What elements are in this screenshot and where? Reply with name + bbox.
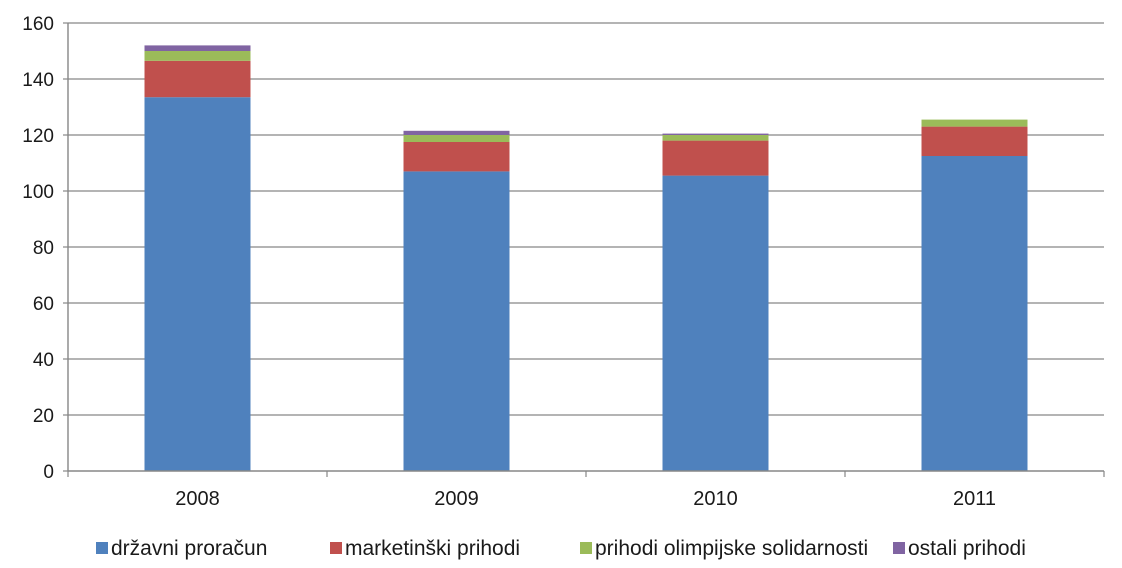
y-tick-label: 160: [22, 14, 54, 35]
bar-segment-2009-series-0: [403, 171, 510, 471]
legend-label-3: ostali prihodi: [908, 537, 1026, 560]
x-category-label: 2010: [693, 488, 738, 510]
x-category-label: 2011: [953, 488, 996, 510]
bar-segment-2010-series-0: [662, 175, 769, 471]
legend-swatch-2: [580, 542, 592, 554]
bar-segment-2011-series-0: [921, 156, 1028, 471]
y-tick-label: 140: [22, 70, 54, 91]
bar-segment-2010-series-1: [662, 140, 769, 176]
x-category-label: 2009: [434, 488, 479, 510]
bar-segment-2008-series-2: [144, 51, 251, 61]
y-tick-label: 40: [33, 350, 54, 371]
x-axis-category-labels: 2008 2009 2010 2011: [175, 488, 996, 510]
y-axis-tick-labels: 0 20 40 60 80 100 120 140 160: [22, 14, 54, 483]
bar-segment-2011-series-2: [921, 119, 1028, 127]
y-tick-label: 0: [43, 462, 54, 483]
bar-segment-2010-series-3: [662, 133, 769, 135]
legend-swatch-3: [893, 542, 905, 554]
bar-segment-2010-series-2: [662, 135, 769, 141]
bar-segment-2008-series-3: [144, 45, 251, 51]
bar-segment-2009-series-2: [403, 135, 510, 142]
bar-segment-2009-series-1: [403, 142, 510, 172]
x-category-label: 2008: [175, 488, 220, 510]
y-tick-label: 20: [33, 406, 54, 427]
bar-segment-2011-series-1: [921, 126, 1028, 156]
y-tick-label: 100: [22, 182, 54, 203]
bars: [144, 45, 1028, 471]
legend: državni proračun marketinški prihodi priho…: [96, 537, 1026, 560]
legend-swatch-1: [330, 542, 342, 554]
bar-segment-2008-series-0: [144, 97, 251, 471]
y-tick-label: 60: [33, 294, 54, 315]
legend-swatch-0: [96, 542, 108, 554]
legend-label-1: marketinški prihodi: [345, 537, 520, 560]
legend-label-0: državni proračun: [111, 537, 267, 560]
bar-segment-2009-series-3: [403, 130, 510, 135]
legend-label-2: prihodi olimpijske solidarnosti: [595, 537, 868, 560]
y-tick-label: 120: [22, 126, 54, 147]
y-tick-label: 80: [33, 238, 54, 259]
axes: [63, 22, 1105, 477]
bar-segment-2008-series-1: [144, 60, 251, 98]
